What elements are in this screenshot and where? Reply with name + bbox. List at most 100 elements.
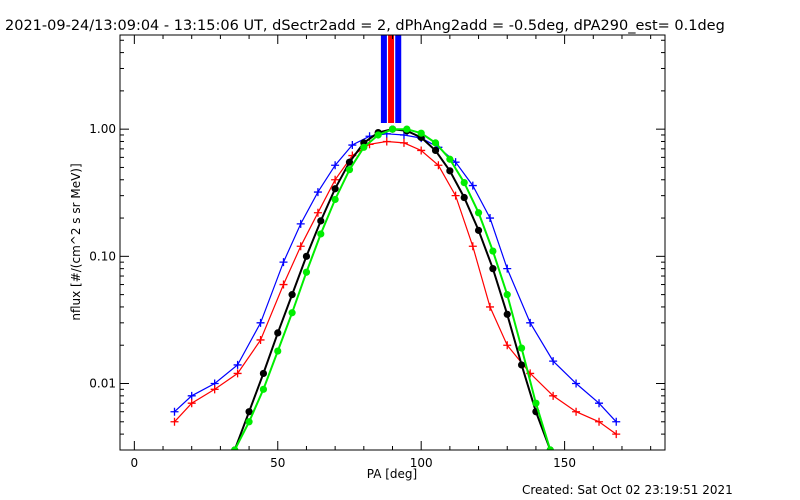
data-point <box>399 138 408 147</box>
data-point <box>302 268 311 276</box>
data-point <box>572 379 581 388</box>
data-point <box>503 341 512 350</box>
data-point <box>231 446 239 450</box>
data-point <box>170 417 179 426</box>
data-point <box>345 166 354 174</box>
data-point <box>517 344 526 352</box>
data-point <box>474 209 483 217</box>
data-point <box>274 347 282 355</box>
data-point <box>434 161 443 170</box>
data-point <box>331 175 340 184</box>
data-point <box>279 280 288 289</box>
data-point <box>546 446 554 450</box>
series-1 <box>170 137 621 439</box>
data-point <box>489 247 497 255</box>
data-point <box>233 369 242 378</box>
data-point <box>382 137 391 146</box>
data-point <box>486 302 495 311</box>
data-point <box>595 417 604 426</box>
y-axis: 0.01 0.10 1.00 <box>89 39 665 451</box>
data-point <box>259 385 268 393</box>
y-tick-label: 1.00 <box>89 122 116 136</box>
x-axis-label: PA [deg] <box>367 467 417 481</box>
data-point <box>296 242 305 251</box>
x-tick-label: 150 <box>553 456 576 470</box>
series-3 <box>231 125 554 450</box>
data-point <box>345 158 354 166</box>
data-point <box>431 146 440 155</box>
data-point <box>468 242 477 251</box>
plot-area <box>170 35 621 450</box>
data-point <box>313 208 322 217</box>
data-point <box>245 418 253 426</box>
data-point <box>503 291 511 299</box>
x-axis: 0 50 100 150 <box>131 35 652 470</box>
data-point <box>317 217 325 225</box>
data-point <box>274 329 282 337</box>
data-point <box>187 399 196 408</box>
data-point <box>489 265 497 273</box>
data-point <box>417 146 426 155</box>
data-point <box>256 335 265 344</box>
data-point <box>451 158 460 167</box>
data-point <box>296 219 305 228</box>
data-point <box>451 191 460 200</box>
data-point <box>313 188 322 197</box>
data-point <box>549 357 558 366</box>
data-point <box>572 407 581 416</box>
data-point <box>374 131 382 139</box>
data-point <box>595 399 604 408</box>
data-point <box>302 252 311 260</box>
data-point <box>503 264 512 273</box>
data-point <box>317 230 325 238</box>
data-point <box>468 181 477 190</box>
data-point <box>388 125 397 133</box>
data-point <box>612 430 621 439</box>
data-point <box>403 125 411 133</box>
x-tick-label: 100 <box>410 456 433 470</box>
data-point <box>331 161 340 170</box>
data-point <box>256 318 265 327</box>
vertical-band-0 <box>380 35 387 123</box>
x-tick-label: 50 <box>270 456 285 470</box>
data-point <box>331 185 339 193</box>
data-point <box>549 391 558 400</box>
data-point <box>331 195 339 204</box>
data-point <box>259 369 268 378</box>
data-point <box>486 214 495 223</box>
data-point <box>532 399 540 407</box>
created-timestamp: Created: Sat Oct 02 23:19:51 2021 <box>522 483 733 497</box>
data-point <box>517 361 526 369</box>
vertical-band-2 <box>395 35 402 123</box>
y-tick-label: 0.10 <box>89 249 116 263</box>
data-point <box>170 407 179 416</box>
data-point <box>431 139 440 147</box>
data-point <box>348 141 357 150</box>
series-line-0 <box>174 133 617 423</box>
data-point <box>612 417 621 426</box>
data-point <box>474 226 483 234</box>
data-point <box>446 155 454 163</box>
data-point <box>279 258 288 267</box>
data-point <box>417 129 425 137</box>
data-point <box>245 408 253 416</box>
data-point <box>460 193 468 202</box>
data-point <box>210 385 219 394</box>
data-point <box>460 178 468 187</box>
series-0 <box>170 129 621 426</box>
series-line-1 <box>174 140 617 435</box>
chart-title: 2021-09-24/13:09:04 - 13:15:06 UT, dSect… <box>5 18 725 34</box>
data-point <box>187 391 196 400</box>
x-tick-label: 0 <box>131 456 139 470</box>
data-point <box>288 309 296 317</box>
y-axis-label: nflux [#/(cm^2 s sr MeV)] <box>69 163 83 320</box>
data-point <box>503 310 511 318</box>
data-point <box>360 143 368 151</box>
data-point <box>288 291 296 299</box>
data-point <box>233 360 242 369</box>
data-point <box>526 318 535 327</box>
y-tick-label: 0.01 <box>89 377 116 391</box>
vertical-band-1 <box>388 35 395 123</box>
data-point <box>446 167 454 175</box>
